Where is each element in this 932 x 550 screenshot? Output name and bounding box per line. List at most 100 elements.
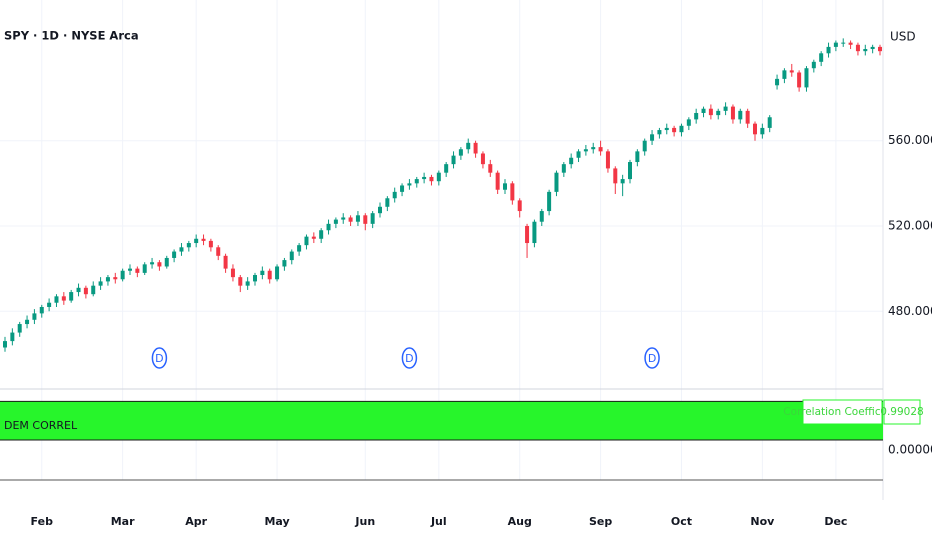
legend-label: Correlation Coefficient — [783, 406, 901, 418]
candle-body — [10, 332, 15, 342]
candle-body — [105, 277, 110, 282]
candle-body — [172, 251, 177, 258]
candle-body — [679, 125, 684, 133]
candle-body — [789, 70, 794, 73]
candle-body — [613, 168, 618, 184]
candle-body — [870, 46, 875, 50]
candle-body — [444, 164, 449, 173]
candle-body — [150, 262, 155, 265]
candle-body — [745, 110, 750, 124]
candle-body — [164, 257, 169, 267]
candle-body — [436, 172, 441, 182]
candle-body — [142, 264, 147, 273]
candle-body — [400, 185, 405, 192]
candle-body — [488, 164, 493, 173]
candle-body — [591, 147, 596, 150]
candle-body — [628, 162, 632, 180]
candle-body — [775, 78, 780, 86]
candle-body — [348, 217, 353, 222]
candle-body — [267, 270, 272, 280]
dividend-marker — [401, 347, 418, 369]
candle-body — [223, 255, 228, 269]
candle-body — [319, 230, 324, 239]
x-tick-label: Apr — [185, 515, 207, 528]
candle-body — [620, 179, 625, 184]
y-tick-label: 0.00000 — [888, 443, 932, 457]
y-tick-label: 480.00000 — [888, 304, 932, 318]
candle-body — [76, 287, 81, 293]
legend-box — [802, 399, 883, 425]
candle-body — [311, 236, 316, 239]
dividend-label: D — [648, 352, 656, 365]
x-tick-label: Nov — [750, 515, 775, 528]
candle-body — [47, 302, 52, 307]
candle-body — [135, 268, 140, 273]
candle-body — [650, 134, 655, 141]
candle-body — [738, 110, 743, 120]
value-label: 0.99028 — [880, 406, 923, 418]
candle-body — [32, 313, 37, 320]
candle-body — [797, 72, 802, 88]
value-box — [883, 399, 921, 425]
candle-body — [503, 183, 507, 190]
candle-body — [54, 296, 59, 303]
candle-body — [370, 213, 375, 224]
candle-body — [517, 200, 522, 212]
candle-body — [113, 277, 118, 280]
candle-body — [260, 270, 265, 276]
candle-body — [598, 147, 603, 152]
y-tick-label: 520.00000 — [888, 218, 932, 232]
dividend-label: D — [155, 352, 163, 365]
indicator-area — [0, 401, 883, 440]
candle-body — [576, 151, 581, 158]
candle-body — [392, 191, 397, 199]
candle-body — [539, 211, 544, 222]
candle-body — [238, 277, 243, 286]
candle-body — [341, 217, 346, 220]
candle-body — [120, 270, 125, 280]
x-tick-label: May — [264, 515, 289, 528]
candle-body — [466, 142, 471, 150]
candle-body — [554, 172, 559, 192]
x-tick-label: Feb — [31, 515, 54, 528]
candle-body — [841, 42, 846, 44]
candle-body — [664, 127, 669, 131]
candle-body — [179, 247, 184, 252]
x-tick-label: Dec — [824, 515, 847, 528]
y-tick-label: 560.00000 — [888, 133, 932, 147]
candle-body — [473, 142, 478, 154]
candle-body — [848, 42, 853, 45]
candle-body — [363, 215, 368, 224]
candle-body — [333, 219, 338, 224]
x-tick-label: Sep — [589, 515, 612, 528]
candle-body — [194, 238, 199, 244]
candle-body — [855, 44, 860, 52]
candle-body — [385, 198, 390, 207]
candle-body — [378, 206, 382, 214]
currency-label: USD — [890, 30, 916, 44]
candle-body — [25, 319, 30, 325]
candle-body — [686, 119, 691, 126]
candle-body — [83, 287, 88, 295]
candle-body — [208, 240, 213, 248]
candle-body — [569, 157, 574, 165]
candle-body — [245, 281, 250, 286]
candle-body — [657, 130, 662, 135]
candle-body — [605, 151, 610, 169]
candle-body — [275, 266, 280, 280]
dividend-marker — [644, 347, 660, 369]
candle-body — [230, 268, 235, 278]
x-tick-label: Jul — [430, 515, 447, 528]
candle-body — [429, 176, 434, 182]
candle-body — [98, 281, 103, 286]
candle-body — [326, 223, 331, 231]
candle-body — [532, 221, 537, 244]
candle-body — [69, 292, 74, 301]
candle-body — [642, 140, 647, 152]
x-tick-label: Aug — [508, 515, 532, 528]
candle-body — [510, 183, 515, 201]
candle-body — [355, 215, 360, 222]
